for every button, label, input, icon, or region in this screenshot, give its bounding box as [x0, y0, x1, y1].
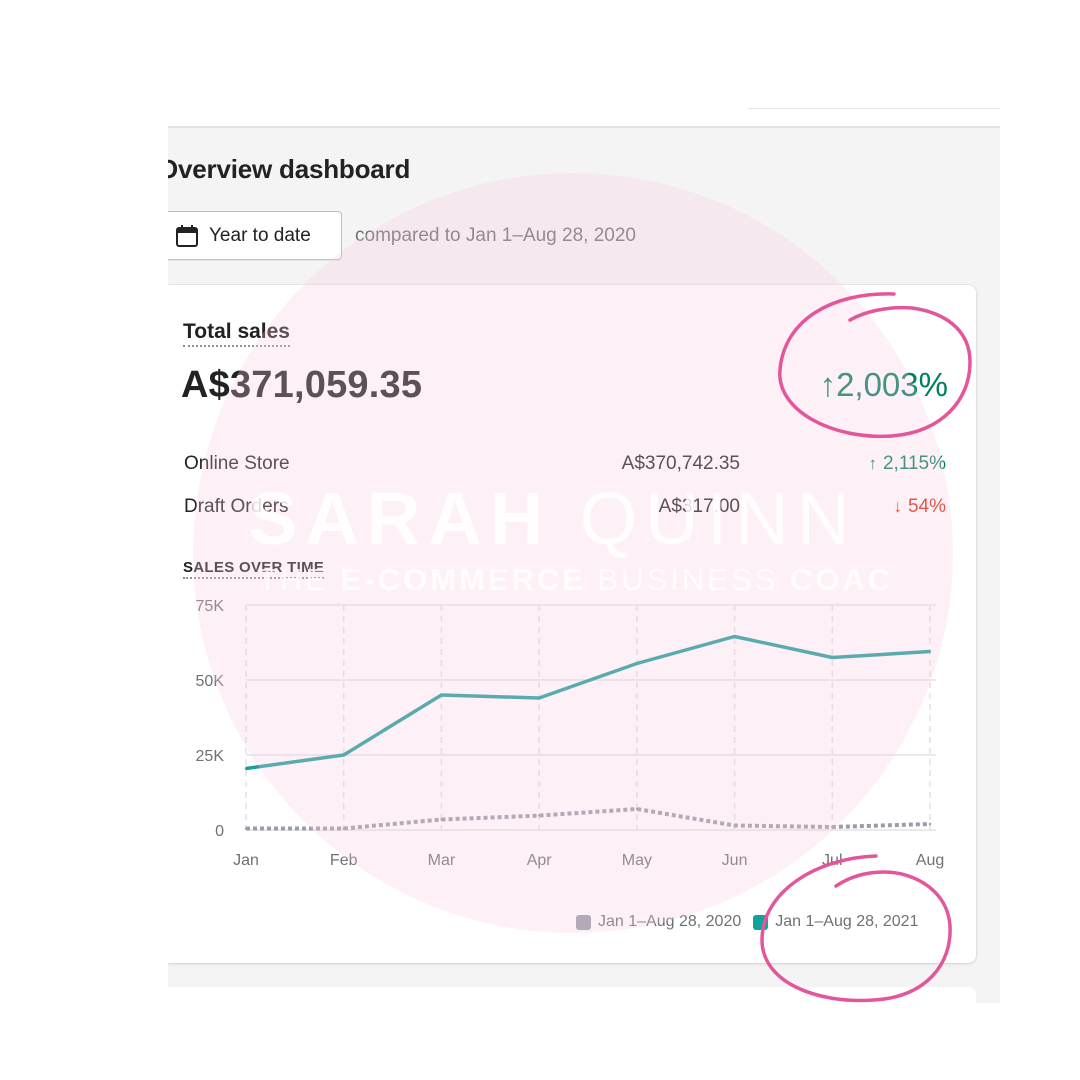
data-point-2020: [928, 822, 932, 826]
total-sales-card: Total sales A$371,059.35 ↑2,003% Online …: [168, 285, 976, 963]
x-tick-label: Mar: [428, 852, 456, 869]
date-range-button[interactable]: Year to date: [168, 211, 342, 260]
arrow-up-icon: ↑: [868, 454, 877, 473]
data-point-2020: [342, 827, 345, 830]
date-range-label: Year to date: [209, 224, 311, 246]
arrow-up-icon: ↑: [819, 366, 837, 403]
page-title: Overview dashboard: [168, 154, 411, 184]
channel-row-change-value: 54%: [907, 496, 946, 517]
frame-top-border: [168, 126, 1000, 128]
x-tick-label: Aug: [916, 852, 944, 869]
topbar-divider: [748, 108, 1000, 109]
data-point-2020: [440, 818, 443, 821]
series-line-2021: [245, 634, 931, 771]
total-sales-value: A$371,059.35: [181, 364, 423, 406]
legend-item-2021[interactable]: Jan 1–Aug 28, 2021: [753, 913, 918, 931]
next-card-edge: [168, 987, 976, 1003]
legend-item-2020[interactable]: Jan 1–Aug 28, 2020: [576, 913, 741, 931]
calendar-icon: [175, 224, 199, 248]
data-point-2021: [440, 693, 443, 697]
comparison-text: compared to Jan 1–Aug 28, 2020: [355, 225, 636, 246]
x-tick-label: Apr: [527, 852, 553, 869]
data-point-2020: [635, 807, 639, 811]
app-frame: Overview dashboard Year to date compared…: [168, 126, 1000, 1003]
x-tick-label: Jul: [822, 852, 842, 869]
channel-row-value: A$317.00: [658, 496, 740, 517]
channel-row-change-value: 2,115%: [882, 453, 946, 474]
channel-row-label: Draft Orders: [184, 496, 289, 517]
total-sales-label[interactable]: Total sales: [183, 320, 290, 347]
x-tick-label: Jun: [722, 852, 748, 869]
x-tick-label: Feb: [330, 852, 358, 869]
legend-swatch-2021: [753, 914, 769, 930]
total-sales-change-value: 2,003%: [836, 366, 948, 403]
data-point-2020: [244, 827, 248, 830]
legend-swatch-2020: [576, 914, 591, 930]
data-point-2021: [537, 696, 541, 700]
chart-legend: Jan 1–Aug 28, 2020 Jan 1–Aug 28, 2021: [576, 913, 930, 931]
data-point-2021: [342, 753, 345, 757]
y-tick-label: 50K: [196, 673, 225, 690]
x-tick-label: May: [622, 852, 652, 869]
data-point-2021: [244, 767, 248, 770]
total-sales-change: ↑2,003%: [820, 366, 948, 404]
y-tick-label: 0: [215, 823, 224, 840]
legend-label-2021: Jan 1–Aug 28, 2021: [775, 913, 919, 930]
data-point-2021: [635, 662, 639, 665]
channel-row-label: Online Store: [184, 453, 290, 474]
x-tick-label: Jan: [233, 852, 259, 869]
channel-row-change: ↓ 54%: [893, 496, 946, 518]
series-line-2020: [246, 807, 931, 831]
channel-row-change: ↑ 2,115%: [868, 453, 946, 475]
data-point-2021: [928, 650, 932, 653]
data-point-2020: [831, 825, 834, 829]
data-point-2021: [733, 635, 736, 638]
y-tick-label: 75K: [196, 598, 225, 615]
data-point-2021: [831, 656, 834, 659]
data-point-2020: [733, 824, 736, 827]
data-point-2020: [537, 814, 541, 817]
legend-label-2020: Jan 1–Aug 28, 2020: [598, 913, 742, 930]
arrow-down-icon: ↓: [893, 497, 902, 516]
sales-line-chart[interactable]: 0 25K 50K 75K Jan Feb Mar Apr May Jun Jul Aug: [168, 595, 968, 895]
y-tick-label: 25K: [196, 748, 225, 765]
sales-over-time-label[interactable]: SALES OVER TIME: [183, 559, 325, 579]
channel-row-value: A$370,742.35: [621, 453, 740, 474]
